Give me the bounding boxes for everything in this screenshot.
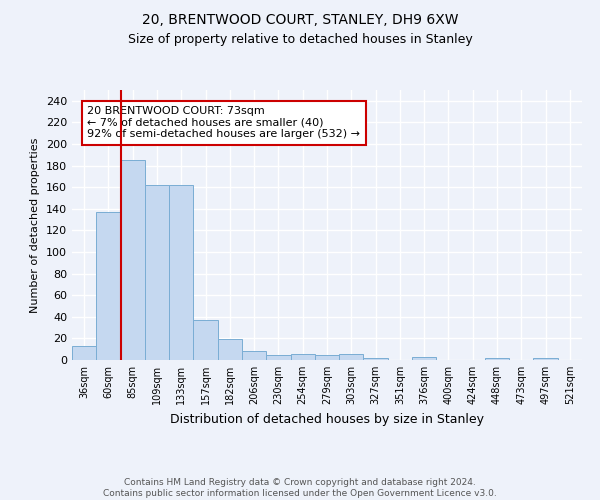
- Bar: [290, 354, 315, 360]
- Bar: [364, 358, 388, 360]
- Text: 20, BRENTWOOD COURT, STANLEY, DH9 6XW: 20, BRENTWOOD COURT, STANLEY, DH9 6XW: [142, 12, 458, 26]
- Text: Contains HM Land Registry data © Crown copyright and database right 2024.
Contai: Contains HM Land Registry data © Crown c…: [103, 478, 497, 498]
- X-axis label: Distribution of detached houses by size in Stanley: Distribution of detached houses by size …: [170, 412, 484, 426]
- Text: Size of property relative to detached houses in Stanley: Size of property relative to detached ho…: [128, 32, 472, 46]
- Bar: [72, 346, 96, 360]
- Bar: [485, 358, 509, 360]
- Bar: [315, 354, 339, 360]
- Y-axis label: Number of detached properties: Number of detached properties: [31, 138, 40, 312]
- Text: 20 BRENTWOOD COURT: 73sqm
← 7% of detached houses are smaller (40)
92% of semi-d: 20 BRENTWOOD COURT: 73sqm ← 7% of detach…: [88, 106, 360, 140]
- Bar: [412, 357, 436, 360]
- Bar: [242, 352, 266, 360]
- Bar: [193, 320, 218, 360]
- Bar: [121, 160, 145, 360]
- Bar: [145, 185, 169, 360]
- Bar: [339, 354, 364, 360]
- Bar: [266, 354, 290, 360]
- Bar: [533, 358, 558, 360]
- Bar: [218, 340, 242, 360]
- Bar: [96, 212, 121, 360]
- Bar: [169, 185, 193, 360]
